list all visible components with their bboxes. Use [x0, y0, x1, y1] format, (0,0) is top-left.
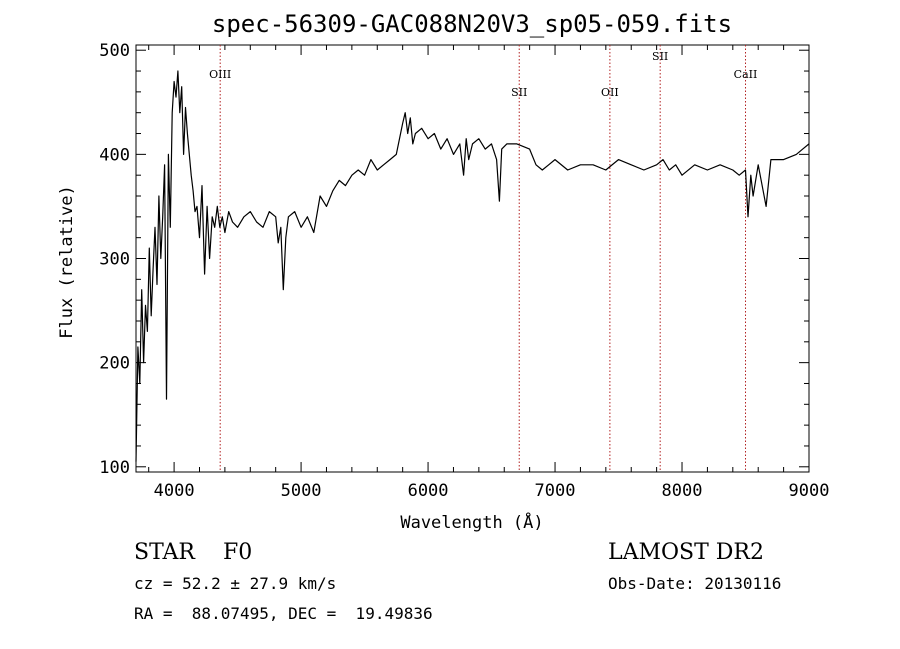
- survey-name: LAMOST DR2: [608, 540, 764, 565]
- x-tick-label: 7000: [535, 481, 576, 501]
- spectrum-line: [135, 70, 810, 462]
- x-tick-label: 9000: [789, 481, 830, 501]
- line-marker-label: CaII: [734, 68, 758, 81]
- observation-date: Obs-Date: 20130116: [608, 574, 782, 593]
- line-marker-label: SII: [652, 50, 668, 63]
- y-tick-label: 300: [99, 250, 130, 270]
- x-tick-label: 4000: [154, 481, 195, 501]
- y-tick-label: 500: [99, 41, 130, 61]
- y-tick-label: 100: [99, 458, 130, 478]
- object-class: STAR F0: [134, 540, 253, 565]
- chart-title: spec-56309-GAC088N20V3_sp05-059.fits: [212, 10, 732, 38]
- x-tick-label: 6000: [408, 481, 449, 501]
- x-tick-label: 8000: [662, 481, 703, 501]
- x-tick-label: 5000: [281, 481, 322, 501]
- y-tick-label: 200: [99, 354, 130, 374]
- y-tick-label: 400: [99, 145, 130, 165]
- line-marker-label: OII: [601, 86, 619, 99]
- line-marker-label: OIII: [209, 68, 231, 81]
- y-axis-label: Flux (relative): [57, 185, 77, 339]
- x-axis-label: Wavelength (Å): [400, 511, 543, 533]
- redshift-velocity: cz = 52.2 ± 27.9 km/s: [134, 574, 337, 593]
- plot-frame: [135, 44, 810, 473]
- line-marker-label: SII: [511, 86, 527, 99]
- plot-area: 4000 5000 6000 7000 8000 9000 100 200 300 400 500 O…: [99, 41, 829, 501]
- sky-coordinates: RA = 88.07495, DEC = 19.49836: [134, 604, 433, 623]
